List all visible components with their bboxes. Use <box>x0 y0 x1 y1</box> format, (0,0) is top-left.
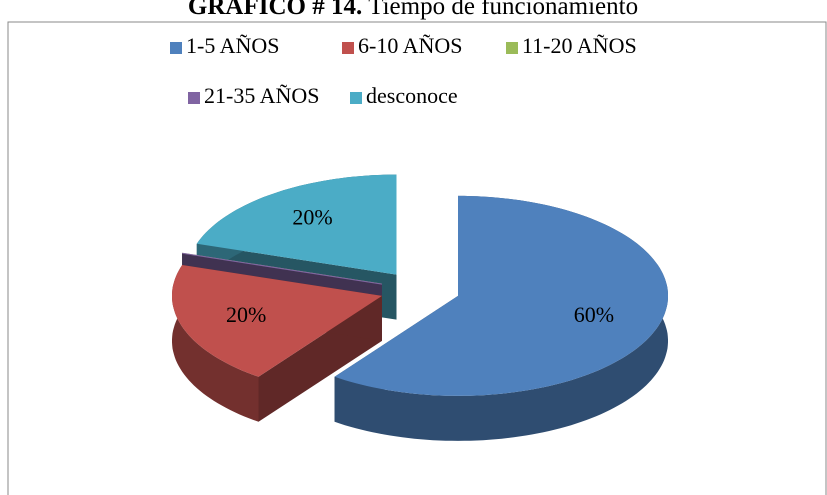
title-prefix: GRÁFICO # 14. <box>188 0 362 20</box>
legend-swatch <box>188 92 200 104</box>
data-label: 60% <box>574 302 614 327</box>
legend-label: 6-10 AÑOS <box>358 33 463 58</box>
slice-top <box>334 195 668 396</box>
legend-swatch <box>506 42 518 54</box>
pie-slice <box>334 195 668 441</box>
pie-slice <box>172 265 382 422</box>
title-text: Tiempo de funcionamiento <box>368 0 638 20</box>
slice-top <box>172 265 382 377</box>
slice-top <box>196 174 397 275</box>
legend-swatch <box>170 42 182 54</box>
legend-swatch <box>342 42 354 54</box>
legend-label: 1-5 AÑOS <box>186 33 280 58</box>
legend-label: 11-20 AÑOS <box>522 33 637 58</box>
legend-label: 21-35 AÑOS <box>204 83 320 108</box>
legend-label: desconoce <box>366 83 458 108</box>
slice-wall <box>172 265 259 422</box>
chart-title: GRÁFICO # 14. Tiempo de funcionamiento <box>188 0 638 20</box>
legend-swatch <box>350 92 362 104</box>
data-label: 20% <box>226 302 266 327</box>
slice-top <box>182 252 383 285</box>
data-label: 20% <box>292 205 332 230</box>
